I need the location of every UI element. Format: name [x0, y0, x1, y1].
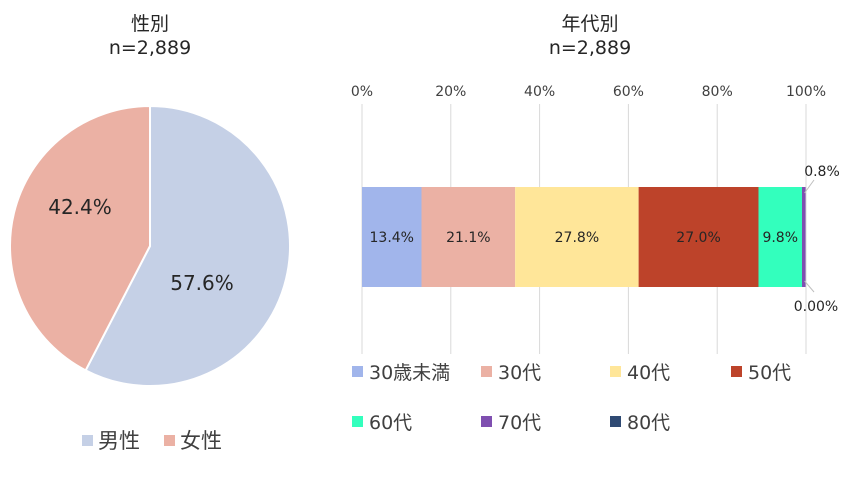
x-tick-label-3: 60% — [613, 84, 644, 100]
pie-chart-title: 性別 n=2,889 — [40, 12, 260, 60]
bar-segment-5 — [802, 187, 806, 287]
bar-legend-swatch-0 — [352, 366, 363, 377]
bar-legend-label-0: 30歳未満 — [369, 362, 450, 384]
x-tick-label-1: 20% — [435, 84, 466, 100]
pie-legend-swatch-1 — [164, 435, 175, 446]
bar-segment-0 — [362, 187, 422, 287]
bar-legend-swatch-3 — [731, 366, 742, 377]
pie-data-label-0: 57.6% — [170, 271, 234, 295]
pie-legend-label-0: 男性 — [98, 429, 140, 453]
bar-legend-swatch-4 — [352, 416, 363, 427]
bar-data-label-0: 13.4% — [370, 230, 414, 246]
bar-legend-swatch-2 — [610, 366, 621, 377]
bar-segment-2 — [515, 187, 639, 287]
pie-slice-female — [9, 104, 151, 372]
bar-data-label-6: 0.00% — [794, 299, 838, 315]
bar-data-label-5: 0.8% — [804, 164, 840, 180]
bar-legend-label-2: 40代 — [627, 362, 670, 384]
callout-leader-70s — [804, 179, 815, 194]
x-tick-label-5: 100% — [786, 84, 826, 100]
bar-legend-swatch-5 — [481, 416, 492, 427]
bar-legend-swatch-6 — [610, 416, 621, 427]
callout-leader-80s — [804, 280, 815, 293]
bar-data-label-2: 27.8% — [555, 230, 599, 246]
bar-data-label-4: 9.8% — [762, 230, 798, 246]
bar-legend-label-4: 60代 — [369, 412, 412, 434]
pie-subtitle-text: n=2,889 — [108, 37, 192, 59]
bar-segment-1 — [421, 187, 516, 287]
bar-legend-label-6: 80代 — [627, 412, 670, 434]
bar-subtitle-text: n=2,889 — [548, 37, 632, 59]
bar-chart-title: 年代別 n=2,889 — [480, 12, 700, 60]
bar-data-label-1: 21.1% — [446, 230, 490, 246]
bar-segment-3 — [638, 187, 759, 287]
bar-legend-label-5: 70代 — [498, 412, 541, 434]
x-tick-label-2: 40% — [524, 84, 555, 100]
bar-title-text: 年代別 — [561, 13, 619, 35]
pie-legend-label-1: 女性 — [180, 429, 222, 453]
pie-title-text: 性別 — [130, 13, 169, 35]
bar-legend-swatch-1 — [481, 366, 492, 377]
x-tick-label-0: 0% — [351, 84, 373, 100]
bar-legend-label-3: 50代 — [748, 362, 791, 384]
pie-data-label-1: 42.4% — [48, 195, 112, 219]
pie-legend-swatch-0 — [82, 435, 93, 446]
bar-segment-4 — [758, 187, 803, 287]
pie-slice-male — [84, 104, 291, 387]
bar-legend-label-1: 30代 — [498, 362, 541, 384]
x-tick-label-4: 80% — [702, 84, 733, 100]
bar-data-label-3: 27.0% — [676, 230, 720, 246]
